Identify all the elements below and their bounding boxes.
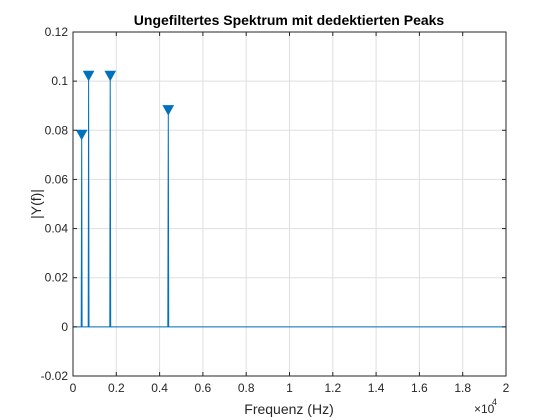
y-tick-labels: -0.02 0 0.02 0.04 0.06 0.08 0.1 0.12 <box>41 25 69 383</box>
x-axis-label: Frequenz (Hz) <box>244 401 333 417</box>
x-tick-label: 0.8 <box>238 381 255 395</box>
spectrum-line <box>73 76 506 328</box>
x-tick-label: 1.2 <box>324 381 341 395</box>
peak-marker <box>75 129 88 141</box>
x-exponent-power: 4 <box>492 397 497 407</box>
y-tick-label: 0.08 <box>45 123 69 137</box>
x-tick-label: 1.6 <box>411 381 428 395</box>
spectrum-series <box>73 76 506 328</box>
y-axis-label: |Y(f)| <box>28 189 44 219</box>
x-tick-label: 1 <box>286 381 293 395</box>
y-tick-label: 0.12 <box>45 25 69 39</box>
y-tick-label: 0 <box>61 320 68 334</box>
x-tick-label: 1.4 <box>368 381 385 395</box>
y-tick-label: 0.1 <box>51 74 68 88</box>
axis-ticks <box>72 31 507 377</box>
x-tick-label: 0.6 <box>195 381 212 395</box>
x-tick-label: 1.8 <box>454 381 471 395</box>
x-tick-label: 0 <box>70 381 77 395</box>
peak-marker <box>104 70 117 82</box>
y-tick-label: 0.02 <box>45 271 69 285</box>
y-tick-label: 0.06 <box>45 172 69 186</box>
x-tick-label: 2 <box>503 381 510 395</box>
x-tick-label: 0.4 <box>151 381 168 395</box>
y-tick-label: 0.04 <box>45 222 69 236</box>
x-tick-labels: 0 0.2 0.4 0.6 0.8 1 1.2 1.4 1.6 1.8 2 <box>70 381 510 395</box>
peak-marker <box>162 105 175 116</box>
x-exponent-label: ×10 <box>474 402 495 416</box>
x-tick-label: 0.2 <box>108 381 125 395</box>
peak-marker <box>82 70 95 82</box>
chart-title: Ungefiltertes Spektrum mit dedektierten … <box>134 12 445 28</box>
y-tick-label: -0.02 <box>41 369 69 383</box>
peak-markers <box>75 70 175 141</box>
